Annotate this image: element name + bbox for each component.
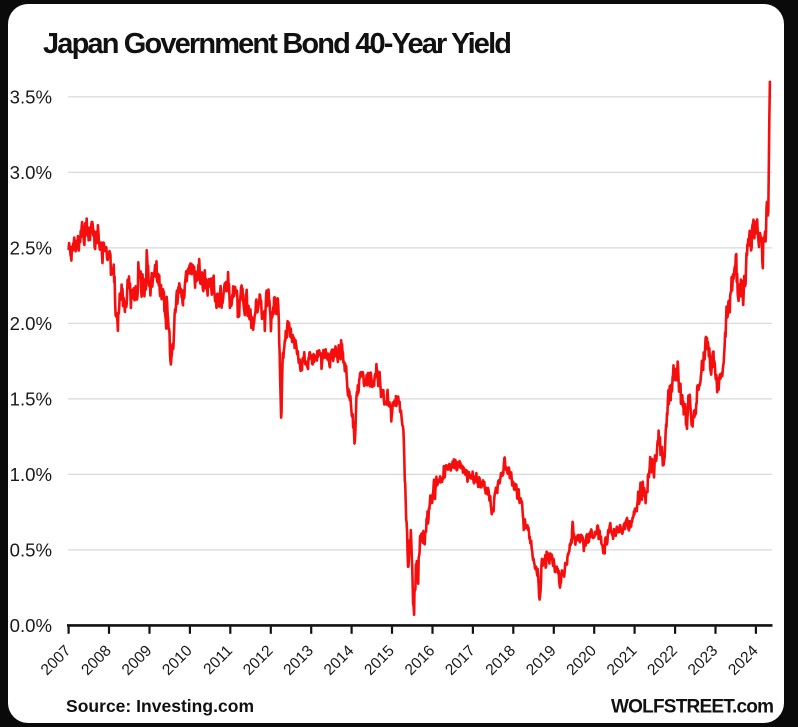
svg-text:3.5%: 3.5% — [10, 86, 52, 107]
svg-text:2.5%: 2.5% — [10, 237, 52, 258]
svg-text:2014: 2014 — [321, 642, 358, 679]
svg-text:2023: 2023 — [685, 642, 722, 679]
svg-text:2011: 2011 — [200, 642, 236, 678]
svg-text:1.0%: 1.0% — [10, 464, 52, 485]
svg-text:2009: 2009 — [119, 642, 156, 679]
svg-text:2012: 2012 — [240, 642, 277, 679]
svg-text:2013: 2013 — [280, 642, 317, 679]
svg-text:2017: 2017 — [442, 642, 479, 679]
svg-text:Source: Investing.com: Source: Investing.com — [66, 696, 254, 716]
svg-text:2015: 2015 — [361, 642, 398, 679]
svg-text:Japan Government Bond 40-Year: Japan Government Bond 40-Year Yield — [43, 28, 512, 60]
svg-text:2022: 2022 — [644, 642, 681, 679]
svg-text:2008: 2008 — [78, 642, 115, 679]
svg-text:2016: 2016 — [402, 642, 439, 679]
svg-text:2019: 2019 — [523, 642, 560, 679]
svg-text:2007: 2007 — [38, 642, 75, 679]
svg-text:0.5%: 0.5% — [10, 539, 52, 560]
svg-text:2.0%: 2.0% — [10, 313, 52, 334]
svg-text:2024: 2024 — [725, 642, 762, 679]
svg-text:3.0%: 3.0% — [10, 162, 52, 183]
svg-text:1.5%: 1.5% — [10, 388, 52, 409]
svg-text:2018: 2018 — [483, 642, 520, 679]
svg-text:2020: 2020 — [563, 642, 600, 679]
svg-text:WOLFSTREET.com: WOLFSTREET.com — [611, 697, 774, 718]
svg-text:2010: 2010 — [159, 642, 196, 679]
svg-text:2021: 2021 — [604, 642, 641, 679]
svg-text:0.0%: 0.0% — [10, 615, 52, 636]
